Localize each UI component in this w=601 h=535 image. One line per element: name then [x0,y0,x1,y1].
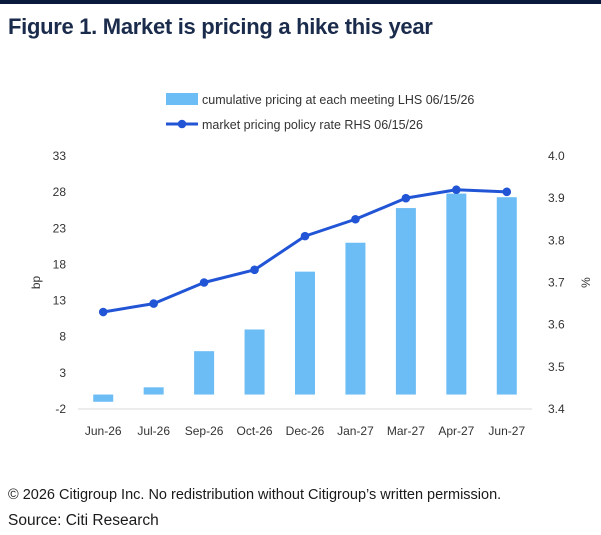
bar [93,394,114,402]
legend-bar-label: cumulative pricing at each meeting LHS 0… [202,93,474,107]
chart-area: 33 28 23 18 13 8 3 -2 4.0 3.9 3.8 3.7 3.6 3.5 3.4 bp% Ju… [0,60,601,470]
y2-tick-label: 3.5 [548,360,565,374]
y2-tick-label: 4.0 [548,149,565,163]
x-tick-label: Apr-27 [438,424,474,438]
y-tick-label: 23 [53,221,67,235]
x-tick-label: Dec-26 [286,424,325,438]
line-point [351,214,360,224]
bar [395,208,416,395]
bar [496,197,517,395]
legend-bar-swatch [166,93,198,105]
y-tick-label: 3 [59,366,66,380]
x-tick-label: Oct-26 [237,424,273,438]
top-rule [0,0,601,4]
y2-tick-label: 3.9 [548,191,565,205]
bar [194,351,215,395]
y2-tick-label: 3.4 [548,402,565,416]
y-tick-label: 13 [53,294,67,308]
x-tick-label: Mar-27 [387,424,425,438]
y2-tick-label: 3.6 [548,318,565,332]
y2-axis-title: % [579,277,593,288]
bar [143,387,164,395]
line-point [250,265,259,275]
line-point [98,307,108,317]
source-note: Source: Citi Research [8,512,159,529]
y-tick-label: -2 [55,402,66,416]
line-point [401,193,411,203]
y-tick-label: 18 [53,257,67,271]
line-point [452,185,461,195]
legend-line-label: market pricing policy rate RHS 06/15/26 [202,118,423,132]
bar [244,329,265,395]
line-point [502,187,512,197]
chart-svg: 33 28 23 18 13 8 3 -2 4.0 3.9 3.8 3.7 3.6 3.5 3.4 bp % Ju… [29,93,593,438]
bar [295,271,315,395]
y-tick-label: 28 [53,185,67,199]
y-axis-title: bp [29,276,43,290]
line-point [149,299,158,308]
x-tick-label: Jun-27 [488,424,525,438]
y2-tick-label: 3.7 [548,276,565,290]
x-tick-label: Sep-26 [185,424,224,438]
copyright-note: © 2026 Citigroup Inc. No redistribution … [8,487,502,503]
bar [345,242,366,395]
x-tick-label: Jan-27 [337,424,374,438]
bar [446,193,467,395]
y2-tick-label: 3.8 [548,233,565,247]
x-tick-label: Jul-26 [137,424,170,438]
x-tick-label: Jun-26 [85,424,122,438]
line-point [199,278,209,287]
legend-line-marker [177,119,187,129]
line-point [300,231,310,241]
figure-title: Figure 1. Market is pricing a hike this … [8,14,433,39]
y-tick-label: 8 [59,330,66,344]
y-tick-label: 33 [53,149,67,163]
